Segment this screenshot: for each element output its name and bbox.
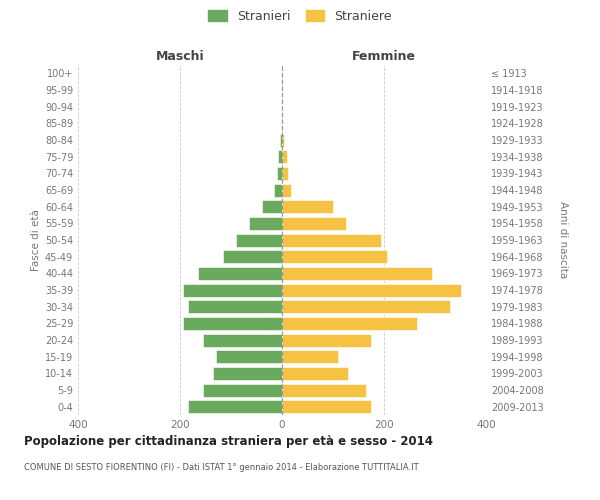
Bar xyxy=(188,400,282,413)
Text: COMUNE DI SESTO FIORENTINO (FI) - Dati ISTAT 1° gennaio 2014 - Elaborazione TUTT: COMUNE DI SESTO FIORENTINO (FI) - Dati I… xyxy=(24,463,419,472)
Bar xyxy=(282,250,386,263)
Bar xyxy=(282,334,371,346)
Bar xyxy=(278,150,282,163)
Bar xyxy=(282,284,461,296)
Bar xyxy=(216,350,282,363)
Bar xyxy=(262,200,282,213)
Bar xyxy=(274,184,282,196)
Bar xyxy=(249,217,282,230)
Y-axis label: Fasce di età: Fasce di età xyxy=(31,209,41,271)
Bar xyxy=(223,250,282,263)
Bar xyxy=(182,284,282,296)
Bar xyxy=(203,384,282,396)
Bar xyxy=(182,317,282,330)
Bar xyxy=(282,367,349,380)
Bar xyxy=(282,384,366,396)
Bar xyxy=(282,317,417,330)
Text: Maschi: Maschi xyxy=(155,50,205,62)
Bar xyxy=(282,184,291,196)
Bar xyxy=(188,300,282,313)
Bar xyxy=(280,134,282,146)
Bar xyxy=(282,200,333,213)
Bar xyxy=(282,350,338,363)
Bar xyxy=(198,267,282,280)
Text: Popolazione per cittadinanza straniera per età e sesso - 2014: Popolazione per cittadinanza straniera p… xyxy=(24,435,433,448)
Bar xyxy=(236,234,282,246)
Legend: Stranieri, Straniere: Stranieri, Straniere xyxy=(205,6,395,26)
Bar xyxy=(282,217,346,230)
Bar xyxy=(282,150,287,163)
Bar xyxy=(277,167,282,180)
Bar xyxy=(282,400,371,413)
Bar xyxy=(282,300,451,313)
Bar xyxy=(282,234,382,246)
Bar xyxy=(203,334,282,346)
Bar xyxy=(213,367,282,380)
Bar xyxy=(282,167,288,180)
Y-axis label: Anni di nascita: Anni di nascita xyxy=(557,202,568,278)
Text: Femmine: Femmine xyxy=(352,50,416,62)
Bar xyxy=(282,134,284,146)
Bar xyxy=(282,267,433,280)
